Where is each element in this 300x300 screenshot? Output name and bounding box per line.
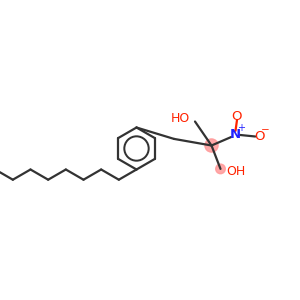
Text: HO: HO <box>170 112 190 125</box>
Text: N: N <box>230 128 241 142</box>
Text: −: − <box>261 125 270 135</box>
Text: O: O <box>232 110 242 123</box>
Text: O: O <box>254 130 265 143</box>
Text: +: + <box>237 123 245 134</box>
Circle shape <box>205 139 218 152</box>
Text: OH: OH <box>226 165 246 178</box>
Circle shape <box>216 164 225 174</box>
